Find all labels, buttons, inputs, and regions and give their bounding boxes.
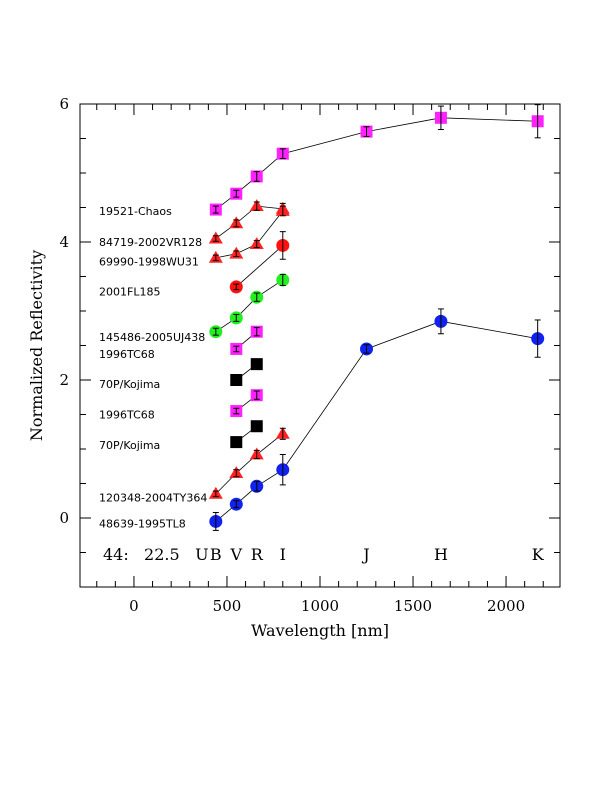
series-line bbox=[236, 245, 284, 288]
y-tick-label: 4 bbox=[59, 233, 69, 251]
series-4 bbox=[209, 273, 290, 339]
object-label: 19521-Chaos bbox=[99, 205, 172, 218]
y-tick-label: 6 bbox=[59, 95, 69, 113]
x-tick-label: 500 bbox=[213, 597, 242, 615]
series-6 bbox=[230, 358, 263, 386]
x-tick-label: 1500 bbox=[394, 597, 432, 615]
object-label: 1996TC68 bbox=[99, 409, 155, 422]
x-axis-title: Wavelength [nm] bbox=[251, 621, 389, 640]
series-2 bbox=[208, 203, 290, 263]
band-label-R: R bbox=[251, 545, 264, 564]
band-label-V: V bbox=[229, 545, 242, 564]
series-line bbox=[215, 205, 283, 239]
x-tick-label: 0 bbox=[129, 597, 139, 615]
band-label-K: K bbox=[532, 545, 545, 564]
series-10 bbox=[209, 308, 545, 531]
y-tick-label: 0 bbox=[59, 509, 69, 527]
band-label-J: J bbox=[361, 545, 369, 564]
band-label-B: B bbox=[210, 545, 222, 564]
series-9 bbox=[208, 426, 290, 499]
object-label: 2001FL185 bbox=[99, 286, 160, 299]
object-label: 120348-2004TY364 bbox=[99, 491, 207, 504]
object-label: 70P/Kojima bbox=[99, 439, 160, 452]
object-label: 84719-2002VR128 bbox=[99, 236, 202, 249]
band-label-I: I bbox=[280, 545, 286, 564]
annotation-label: 44: 22.5 bbox=[103, 545, 180, 564]
band-label-U: U bbox=[195, 545, 208, 564]
object-label: 48639-1995TL8 bbox=[99, 518, 186, 531]
x-tick-label: 1000 bbox=[301, 597, 339, 615]
series-7 bbox=[230, 389, 263, 418]
object-label: 1996TC68 bbox=[99, 348, 155, 361]
series-line bbox=[215, 279, 284, 333]
series-line bbox=[215, 433, 284, 495]
series-line bbox=[215, 210, 284, 259]
series-0 bbox=[209, 104, 544, 216]
x-tick-label: 2000 bbox=[487, 597, 525, 615]
series-5 bbox=[230, 325, 263, 355]
object-label: 145486-2005UJ438 bbox=[99, 331, 205, 344]
object-label: 69990-1998WU31 bbox=[99, 255, 199, 268]
series-3 bbox=[229, 231, 290, 294]
y-axis-title: Normalized Reflectivity bbox=[27, 250, 46, 441]
series-line bbox=[215, 117, 538, 210]
y-tick-label: 2 bbox=[59, 371, 69, 389]
object-label: 70P/Kojima bbox=[99, 378, 160, 391]
band-label-H: H bbox=[434, 545, 448, 564]
series-line bbox=[215, 320, 538, 522]
series-8 bbox=[230, 420, 263, 449]
plot-frame bbox=[79, 103, 561, 588]
